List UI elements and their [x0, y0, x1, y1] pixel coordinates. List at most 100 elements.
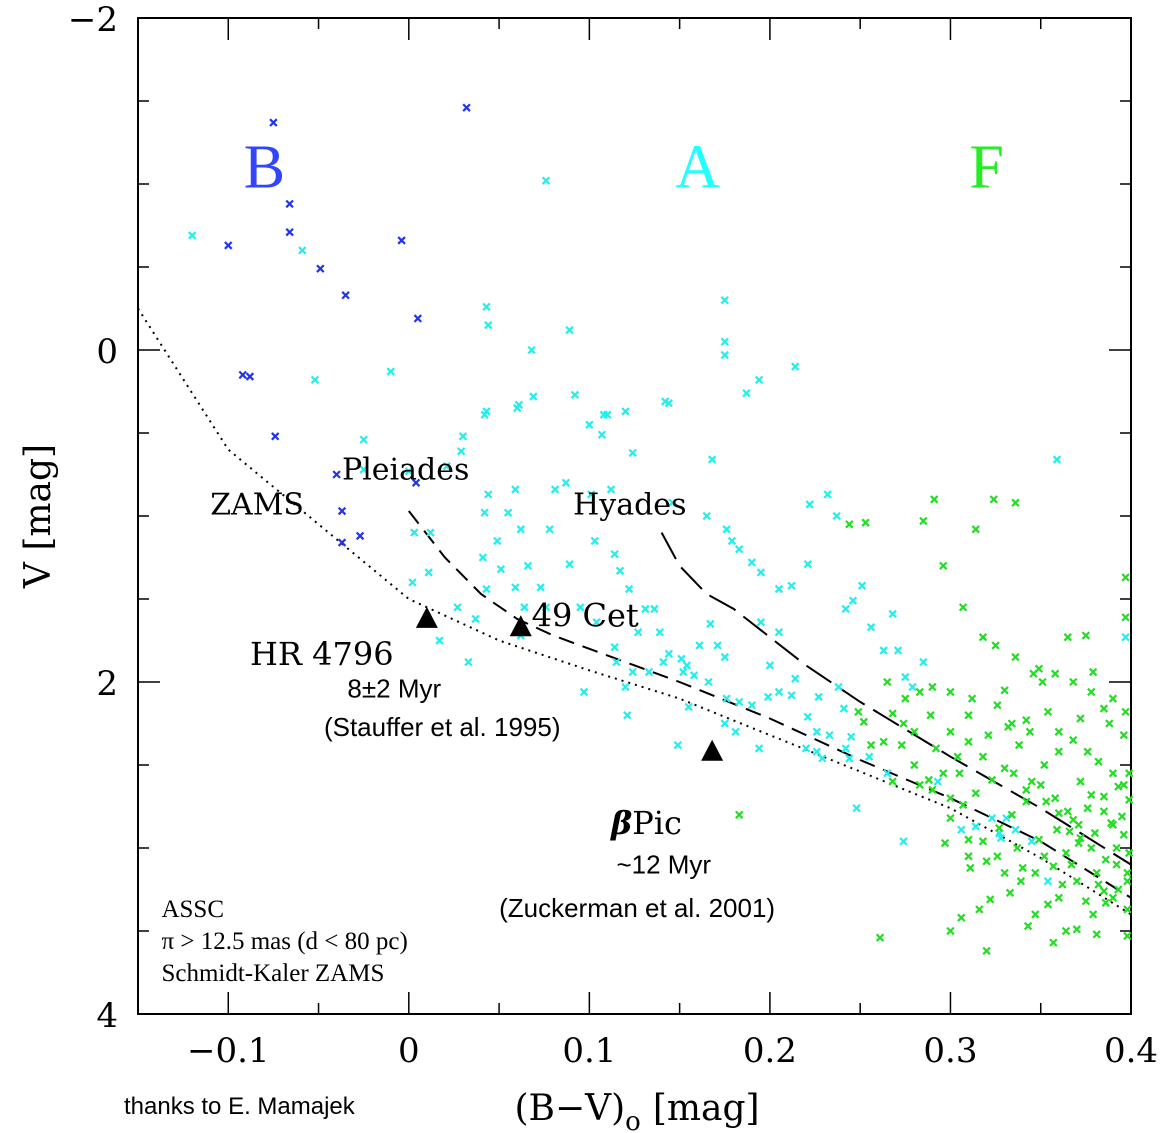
star-a-marker	[310, 375, 320, 385]
star-a-marker	[888, 609, 897, 619]
star-a-marker	[471, 614, 480, 624]
star-a-marker	[720, 337, 729, 346]
series-b	[224, 103, 471, 547]
star-f-marker	[1054, 727, 1063, 736]
star-f-marker	[1121, 573, 1130, 582]
star-f-marker	[1043, 707, 1053, 717]
star-f-marker	[1018, 863, 1027, 873]
star-a-marker	[832, 511, 841, 521]
star-a-marker	[624, 584, 634, 594]
plot-axes: −0.1 0 0.1 0.2 0.3 0.4 −2 0 2 4 (B−V)o [mag] V [mag]	[18, 0, 1158, 1133]
star-a-marker	[731, 727, 740, 736]
star-a-marker	[774, 687, 784, 697]
star-f-marker	[1000, 868, 1009, 878]
star-f-marker	[982, 946, 991, 956]
star-f-marker	[1125, 848, 1134, 858]
star-b-marker	[337, 538, 347, 547]
star-a-marker	[812, 727, 822, 736]
star-f-marker	[1040, 760, 1049, 770]
x-tick-label: 0.1	[562, 1031, 616, 1071]
star-marker-triangle	[701, 739, 724, 761]
x-axis-title-main: (B−V)	[514, 1088, 625, 1129]
star-f-marker	[939, 561, 948, 570]
star-f-marker	[845, 520, 854, 529]
star-f-marker	[1105, 719, 1114, 728]
star-b-marker	[341, 291, 350, 300]
star-f-marker	[971, 789, 980, 798]
star-f-marker	[1054, 808, 1063, 818]
star-a-marker	[655, 628, 664, 637]
star-a-marker	[1052, 455, 1062, 464]
star-f-marker	[1087, 843, 1096, 853]
star-b-marker	[269, 118, 278, 127]
star-a-marker	[426, 528, 435, 537]
star-a-marker	[774, 584, 784, 594]
star-f-marker	[1007, 810, 1017, 819]
star-f-marker	[1076, 714, 1085, 723]
star-f-marker	[1040, 852, 1049, 861]
star-a-marker	[720, 350, 729, 360]
star-f-marker	[1052, 825, 1062, 834]
star-a-marker	[908, 682, 917, 692]
star-a-marker	[628, 448, 637, 458]
star-a-marker	[812, 747, 822, 756]
star-b-marker	[397, 236, 406, 245]
star-a-marker	[541, 176, 551, 185]
star-f-marker	[1092, 868, 1101, 878]
star-a-marker	[695, 641, 704, 650]
star-a-marker	[722, 694, 731, 703]
star-a-marker	[1002, 813, 1011, 823]
star-f-marker	[1094, 880, 1103, 889]
star-a-marker	[404, 467, 413, 476]
star-f-marker	[1072, 925, 1082, 934]
star-a-marker	[857, 581, 867, 590]
star-f-marker	[1061, 848, 1071, 858]
star-a-marker	[848, 596, 858, 605]
star-a-marker	[839, 704, 849, 713]
star-f-marker	[861, 518, 870, 527]
star-a-marker	[668, 498, 677, 507]
star-a-marker	[933, 777, 942, 786]
star-a-marker	[644, 667, 654, 677]
star-f-marker	[991, 641, 1000, 650]
star-a-marker	[482, 407, 491, 416]
star-a-marker	[541, 603, 551, 612]
star-f-marker	[1099, 807, 1109, 816]
star-a-marker	[621, 682, 630, 692]
star-age-label: ~12 Myr	[616, 850, 711, 880]
star-a-marker	[754, 744, 764, 753]
star-f-marker	[1088, 667, 1098, 677]
star-f-marker	[1000, 686, 1009, 695]
star-a-marker	[478, 553, 488, 562]
star-f-marker	[1101, 855, 1110, 864]
star-a-marker	[677, 654, 686, 663]
star-f-marker	[1007, 719, 1017, 728]
credit-label: thanks to E. Mamajek	[124, 1093, 356, 1120]
star-a-marker	[650, 604, 659, 614]
star-f-marker	[958, 800, 968, 810]
star-a-marker	[704, 677, 713, 687]
star-a-marker	[673, 740, 683, 750]
star-f-marker	[995, 823, 1004, 833]
star-f-marker	[1125, 769, 1134, 778]
star-f-marker	[1069, 815, 1078, 824]
star-f-marker	[931, 744, 941, 753]
star-f-marker	[1119, 780, 1128, 790]
star-f-marker	[1087, 687, 1096, 697]
star-f-marker	[1090, 828, 1100, 838]
star-f-marker	[993, 701, 1002, 710]
x-axis-title-subscript: o	[625, 1107, 641, 1133]
star-f-marker	[946, 727, 955, 736]
star-a-marker	[493, 536, 502, 546]
star-a-marker	[664, 649, 673, 658]
star-f-marker	[1094, 757, 1103, 766]
star-f-marker	[987, 775, 997, 785]
y-tick-label: 2	[96, 664, 118, 704]
star-a-marker	[453, 603, 462, 612]
star-f-marker	[1049, 938, 1058, 947]
star-f-marker	[1000, 764, 1009, 773]
star-f-marker	[978, 752, 988, 761]
star-f-marker	[957, 913, 966, 922]
star-f-marker	[1041, 797, 1051, 806]
star-a-marker	[841, 604, 850, 614]
